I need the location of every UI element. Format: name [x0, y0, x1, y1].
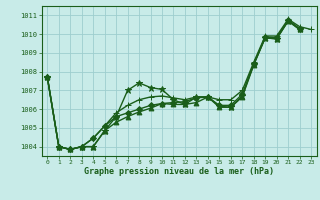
X-axis label: Graphe pression niveau de la mer (hPa): Graphe pression niveau de la mer (hPa)	[84, 167, 274, 176]
